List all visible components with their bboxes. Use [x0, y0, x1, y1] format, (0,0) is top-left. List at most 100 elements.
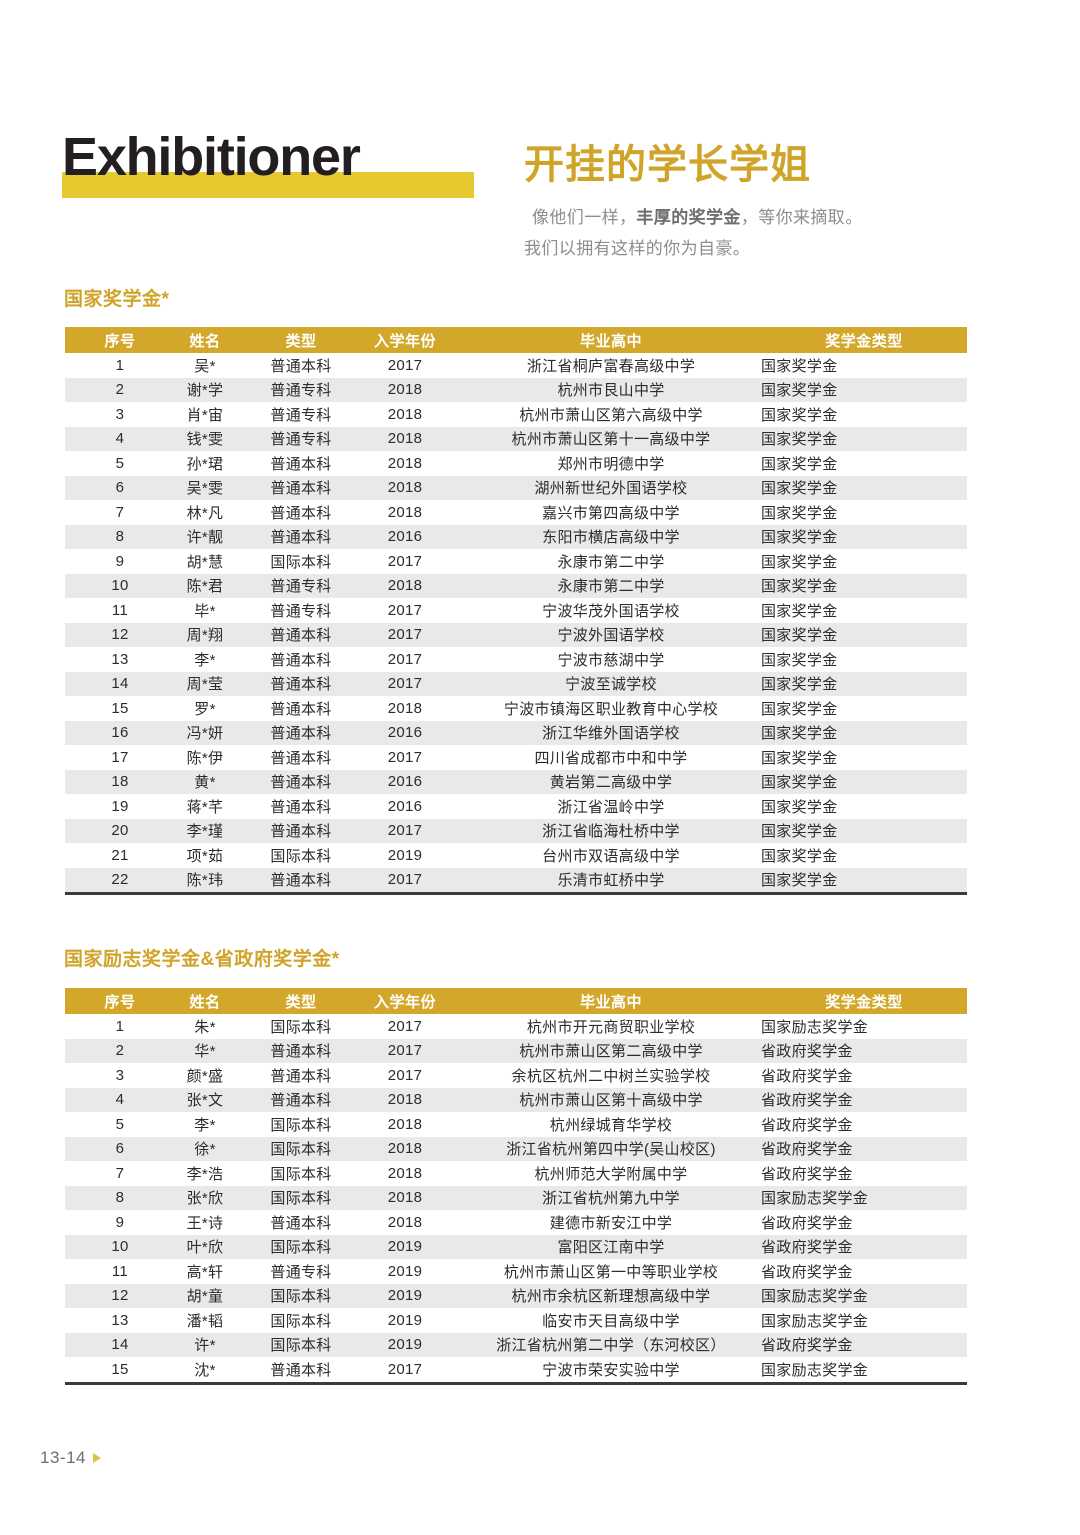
cell-name: 李* [157, 1112, 253, 1137]
cell-type: 国际本科 [253, 1136, 349, 1161]
table-row: 15 罗* 普通本科 2018 宁波市镇海区职业教育中心学校 国家奖学金 [65, 696, 967, 721]
cell-year: 2017 [349, 867, 461, 894]
cell-type: 普通本科 [253, 451, 349, 476]
cell-award: 国家奖学金 [761, 451, 967, 476]
cell-index: 8 [83, 524, 157, 549]
cell-school: 宁波市慈湖中学 [461, 647, 761, 672]
table-row: 11 毕* 普通专科 2017 宁波华茂外国语学校 国家奖学金 [65, 598, 967, 623]
cell-award: 国家奖学金 [761, 622, 967, 647]
cell-type: 普通本科 [253, 794, 349, 819]
row-gutter [65, 696, 83, 721]
table-row: 15 沈* 普通本科 2017 宁波市荣安实验中学 国家励志奖学金 [65, 1357, 967, 1383]
cell-index: 15 [83, 1357, 157, 1383]
table-1-header-year: 入学年份 [349, 327, 461, 353]
cell-name: 颜*盛 [157, 1063, 253, 1088]
cell-index: 21 [83, 843, 157, 868]
page-title-english: Exhibitioner [62, 127, 361, 187]
cell-school: 湖州新世纪外国语学校 [461, 475, 761, 500]
cell-school: 杭州市艮山中学 [461, 377, 761, 402]
cell-index: 10 [83, 573, 157, 598]
table-row: 8 张*欣 国际本科 2018 浙江省杭州第九中学 国家励志奖学金 [65, 1185, 967, 1210]
cell-award: 省政府奖学金 [761, 1136, 967, 1161]
subtitle-text-bold: 丰厚的奖学金 [636, 208, 741, 227]
cell-name: 吴*雯 [157, 475, 253, 500]
cell-award: 省政府奖学金 [761, 1038, 967, 1063]
table-1-header-school: 毕业高中 [461, 327, 761, 353]
cell-school: 永康市第二中学 [461, 549, 761, 574]
cell-year: 2017 [349, 1014, 461, 1039]
row-gutter [65, 426, 83, 451]
row-gutter [65, 769, 83, 794]
cell-index: 16 [83, 720, 157, 745]
cell-year: 2018 [349, 475, 461, 500]
table-1-body: 1 吴* 普通本科 2017 浙江省桐庐富春高级中学 国家奖学金 2 谢*学 普通专科 2018 杭… [65, 353, 967, 894]
table-row: 3 肖*宙 普通专科 2018 杭州市萧山区第六高级中学 国家奖学金 [65, 402, 967, 427]
row-gutter [65, 353, 83, 378]
cell-school: 杭州市萧山区第六高级中学 [461, 402, 761, 427]
cell-award: 国家奖学金 [761, 500, 967, 525]
cell-index: 13 [83, 647, 157, 672]
cell-name: 蒋*芊 [157, 794, 253, 819]
cell-award: 国家奖学金 [761, 573, 967, 598]
scholarship-table-1: 序号 姓名 类型 入学年份 毕业高中 奖学金类型 1 吴* 普通本科 2017 浙江省桐… [65, 327, 967, 895]
cell-name: 周*莹 [157, 671, 253, 696]
table-row: 22 陈*玮 普通本科 2017 乐清市虹桥中学 国家奖学金 [65, 867, 967, 894]
cell-year: 2017 [349, 353, 461, 378]
cell-award: 国家励志奖学金 [761, 1308, 967, 1333]
cell-school: 宁波市荣安实验中学 [461, 1357, 761, 1383]
row-gutter [65, 622, 83, 647]
cell-name: 毕* [157, 598, 253, 623]
cell-school: 杭州师范大学附属中学 [461, 1161, 761, 1186]
cell-name: 林*凡 [157, 500, 253, 525]
table-row: 6 徐* 国际本科 2018 浙江省杭州第四中学(吴山校区) 省政府奖学金 [65, 1136, 967, 1161]
cell-type: 国际本科 [253, 1185, 349, 1210]
table-row: 1 朱* 国际本科 2017 杭州市开元商贸职业学校 国家励志奖学金 [65, 1014, 967, 1039]
row-gutter [65, 1038, 83, 1063]
cell-name: 胡*童 [157, 1283, 253, 1308]
row-gutter [65, 1014, 83, 1039]
cell-award: 国家奖学金 [761, 475, 967, 500]
cell-name: 孙*珺 [157, 451, 253, 476]
cell-type: 普通本科 [253, 1087, 349, 1112]
subtitle-line-2: 我们以拥有这样的你为自豪。 [524, 239, 751, 258]
table-2-header-index: 序号 [83, 988, 157, 1014]
cell-name: 胡*慧 [157, 549, 253, 574]
row-gutter [65, 1308, 83, 1333]
cell-school: 杭州绿城育华学校 [461, 1112, 761, 1137]
cell-type: 普通专科 [253, 377, 349, 402]
cell-award: 国家励志奖学金 [761, 1185, 967, 1210]
cell-index: 17 [83, 745, 157, 770]
cell-school: 临安市天目高级中学 [461, 1308, 761, 1333]
cell-name: 朱* [157, 1014, 253, 1039]
table-row: 3 颜*盛 普通本科 2017 余杭区杭州二中树兰实验学校 省政府奖学金 [65, 1063, 967, 1088]
table-row: 14 许* 国际本科 2019 浙江省杭州第二中学（东河校区） 省政府奖学金 [65, 1332, 967, 1357]
cell-type: 普通专科 [253, 1259, 349, 1284]
cell-school: 郑州市明德中学 [461, 451, 761, 476]
row-gutter [65, 671, 83, 696]
cell-award: 国家奖学金 [761, 353, 967, 378]
cell-year: 2019 [349, 843, 461, 868]
cell-name: 王*诗 [157, 1210, 253, 1235]
cell-type: 普通本科 [253, 647, 349, 672]
cell-index: 7 [83, 500, 157, 525]
cell-index: 1 [83, 353, 157, 378]
cell-year: 2017 [349, 1357, 461, 1383]
cell-name: 罗* [157, 696, 253, 721]
cell-type: 普通本科 [253, 818, 349, 843]
cell-index: 2 [83, 1038, 157, 1063]
row-gutter [65, 1112, 83, 1137]
cell-index: 4 [83, 1087, 157, 1112]
cell-school: 杭州市萧山区第十一高级中学 [461, 426, 761, 451]
cell-year: 2017 [349, 1038, 461, 1063]
cell-year: 2019 [349, 1259, 461, 1284]
row-gutter [65, 500, 83, 525]
table-row: 2 华* 普通本科 2017 杭州市萧山区第二高级中学 省政府奖学金 [65, 1038, 967, 1063]
cell-type: 国际本科 [253, 1014, 349, 1039]
table-2-header-row: 序号 姓名 类型 入学年份 毕业高中 奖学金类型 [65, 988, 967, 1014]
cell-name: 肖*宙 [157, 402, 253, 427]
cell-type: 普通本科 [253, 1210, 349, 1235]
cell-type: 国际本科 [253, 1234, 349, 1259]
next-page-triangle-icon [92, 1453, 101, 1463]
cell-type: 普通本科 [253, 475, 349, 500]
cell-name: 陈*伊 [157, 745, 253, 770]
